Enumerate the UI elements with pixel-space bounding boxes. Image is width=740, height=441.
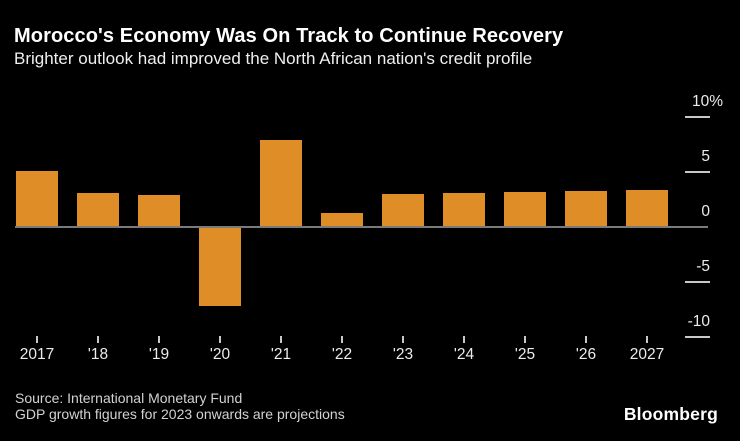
y-axis-label: 10% — [691, 93, 723, 110]
x-tick-19 — [158, 336, 160, 343]
bar-25 — [504, 191, 546, 227]
x-tick-2027 — [646, 336, 648, 343]
x-axis-label: '24 — [453, 346, 475, 363]
bar-2017 — [16, 170, 58, 227]
x-tick-22 — [341, 336, 343, 343]
bar-20 — [199, 227, 241, 307]
y-tick-10pct — [685, 116, 710, 118]
source-note: Source: International Monetary Fund — [15, 390, 243, 406]
x-axis-label: '23 — [392, 346, 414, 363]
chart-subtitle: Brighter outlook had improved the North … — [14, 49, 533, 68]
x-tick-2017 — [36, 336, 38, 343]
chart-title: Morocco's Economy Was On Track to Contin… — [14, 25, 564, 47]
x-axis-label: '26 — [575, 346, 597, 363]
x-tick-25 — [524, 336, 526, 343]
x-axis-label: 2027 — [629, 346, 665, 363]
x-axis-label: '20 — [209, 346, 231, 363]
bar-18 — [77, 192, 119, 227]
x-axis-label: '25 — [514, 346, 536, 363]
y-tick--10 — [685, 336, 710, 338]
x-axis-label: '19 — [148, 346, 170, 363]
x-tick-24 — [463, 336, 465, 343]
y-axis-label: -10 — [687, 313, 710, 330]
x-tick-26 — [585, 336, 587, 343]
bloomberg-logo: Bloomberg — [623, 404, 718, 424]
bar-22 — [321, 212, 363, 227]
y-tick-5 — [685, 171, 710, 173]
x-tick-20 — [219, 336, 221, 343]
x-axis-label: '18 — [87, 346, 109, 363]
y-tick--5 — [685, 281, 710, 283]
bar-23 — [382, 194, 424, 227]
bar-2027 — [626, 189, 668, 227]
y-axis-label: 0 — [701, 203, 710, 220]
x-axis-label: 2017 — [19, 346, 55, 363]
y-axis-label: 5 — [701, 148, 710, 165]
x-axis-label: '22 — [331, 346, 353, 363]
x-tick-18 — [97, 336, 99, 343]
y-axis-label: -5 — [696, 258, 710, 275]
zero-axis-line — [15, 226, 708, 228]
x-tick-21 — [280, 336, 282, 343]
x-tick-23 — [402, 336, 404, 343]
bar-21 — [260, 140, 302, 227]
bar-24 — [443, 192, 485, 227]
projection-note: GDP growth figures for 2023 onwards are … — [15, 406, 345, 422]
x-axis-label: '21 — [270, 346, 292, 363]
bar-19 — [138, 195, 180, 227]
bar-26 — [565, 190, 607, 227]
